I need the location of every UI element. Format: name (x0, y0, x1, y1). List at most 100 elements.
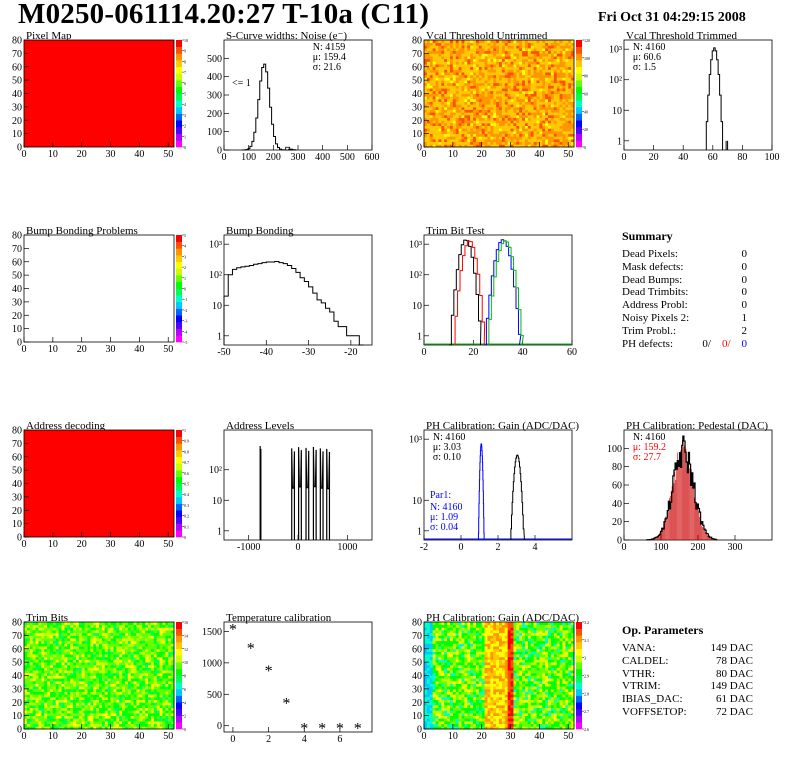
heatmap-cell (467, 720, 471, 725)
heatmap-cell (533, 93, 537, 97)
heatmap-cell (562, 42, 566, 46)
heatmap-cell (539, 128, 543, 132)
heatmap-cell (58, 702, 62, 706)
heatmap-cell (119, 651, 123, 655)
heatmap-cell (452, 125, 457, 129)
heatmap-cell (41, 696, 45, 700)
heatmap-cell (159, 720, 163, 725)
heatmap-cell (26, 659, 31, 663)
heatmap-cell (70, 718, 74, 722)
heatmap-cell (52, 651, 57, 655)
heatmap-cell (490, 98, 494, 102)
heatmap-cell (556, 112, 560, 116)
heatmap-cell (70, 654, 74, 658)
heatmap-cell (73, 715, 77, 719)
heatmap-cell (487, 85, 491, 89)
heatmap-cell (481, 101, 485, 105)
heatmap-cell (559, 85, 563, 89)
heatmap-cell (64, 630, 68, 634)
heatmap-cell (49, 691, 54, 695)
heatmap-cell (513, 82, 517, 86)
heatmap-cell (533, 82, 537, 86)
heatmap-cell (61, 654, 65, 658)
heatmap-cell (504, 88, 509, 92)
heatmap-cell (148, 707, 152, 711)
heatmap-cell (116, 656, 120, 660)
heatmap-cell (493, 128, 497, 132)
heatmap-cell (38, 630, 42, 634)
heatmap-cell (70, 651, 74, 655)
heatmap-cell (70, 704, 74, 708)
heatmap-cell (542, 64, 546, 68)
plot-frame (223, 621, 373, 733)
heatmap-cell (467, 144, 471, 148)
palette-swatch (576, 140, 582, 148)
heatmap-cell (107, 662, 111, 666)
heatmap-cell (562, 53, 566, 57)
heatmap-cell (156, 670, 160, 674)
heatmap-cell (568, 66, 572, 70)
x-tick-label: 0 (222, 152, 227, 163)
heatmap-cell (148, 696, 152, 700)
heatmap-cell (499, 82, 503, 86)
heatmap-cell (432, 72, 436, 76)
heatmap-cell (148, 688, 152, 692)
heatmap-cell (524, 122, 529, 126)
heatmap-cell (444, 88, 448, 92)
heatmap-cell (475, 40, 480, 44)
heatmap-cell (136, 683, 140, 687)
heatmap-cell (52, 670, 57, 674)
heatmap-cell (96, 672, 100, 676)
heatmap-cell (35, 659, 39, 663)
heatmap-cell (499, 50, 503, 54)
heatmap-cell (510, 72, 514, 76)
heatmap-cell (116, 696, 120, 700)
heatmap-cell (464, 141, 468, 145)
heatmap-cell (130, 651, 135, 655)
heatmap-cell (568, 48, 572, 52)
heatmap-cell (84, 691, 88, 695)
heatmap-cell (550, 122, 555, 126)
heatmap-cell (26, 696, 31, 700)
heatmap-cell (510, 40, 514, 44)
heatmap-cell (548, 726, 552, 730)
heatmap-cell (127, 638, 132, 642)
heatmap-cell (99, 726, 103, 730)
heatmap-cell (447, 88, 451, 92)
heatmap-cell (73, 670, 77, 674)
heatmap-cell (119, 704, 123, 708)
heatmap-cell (44, 630, 48, 634)
heatmap-cell (127, 622, 132, 626)
heatmap-cell (122, 696, 126, 700)
stats-text: μ: 159.2 (633, 442, 666, 453)
heatmap-cell (78, 723, 83, 727)
heatmap-cell (504, 40, 509, 44)
y-tick-label: 40 (12, 479, 22, 490)
heatmap-cell (122, 680, 126, 684)
heatmap-cell (116, 667, 120, 671)
heatmap-cell (565, 69, 569, 73)
heatmap-cell (493, 101, 497, 105)
heatmap-cell (145, 696, 149, 700)
heatmap-cell (556, 128, 560, 132)
chart-title: PH Calibration: Pedestal (DAC) (626, 420, 768, 432)
heatmap-cell (110, 715, 114, 719)
x-tick-label: 30 (106, 344, 116, 355)
heatmap-cell (438, 58, 442, 62)
heatmap-cell (168, 646, 172, 650)
heatmap-cell (559, 82, 563, 86)
heatmap-cell (122, 643, 126, 647)
heatmap-cell (524, 77, 529, 81)
heatmap-cell (104, 672, 109, 676)
heatmap-cell (536, 120, 540, 124)
heatmap-cell (41, 632, 45, 636)
heatmap-cell (44, 667, 48, 671)
heatmap-cell (447, 58, 451, 62)
heatmap-cell (522, 80, 526, 84)
heatmap-cell (159, 627, 163, 631)
heatmap-cell (130, 715, 135, 719)
heatmap-cell (58, 662, 62, 666)
chart-title: Vcal Threshold Untrimmed (426, 30, 548, 42)
heatmap-cell (501, 42, 506, 46)
heatmap-cell (150, 707, 155, 711)
